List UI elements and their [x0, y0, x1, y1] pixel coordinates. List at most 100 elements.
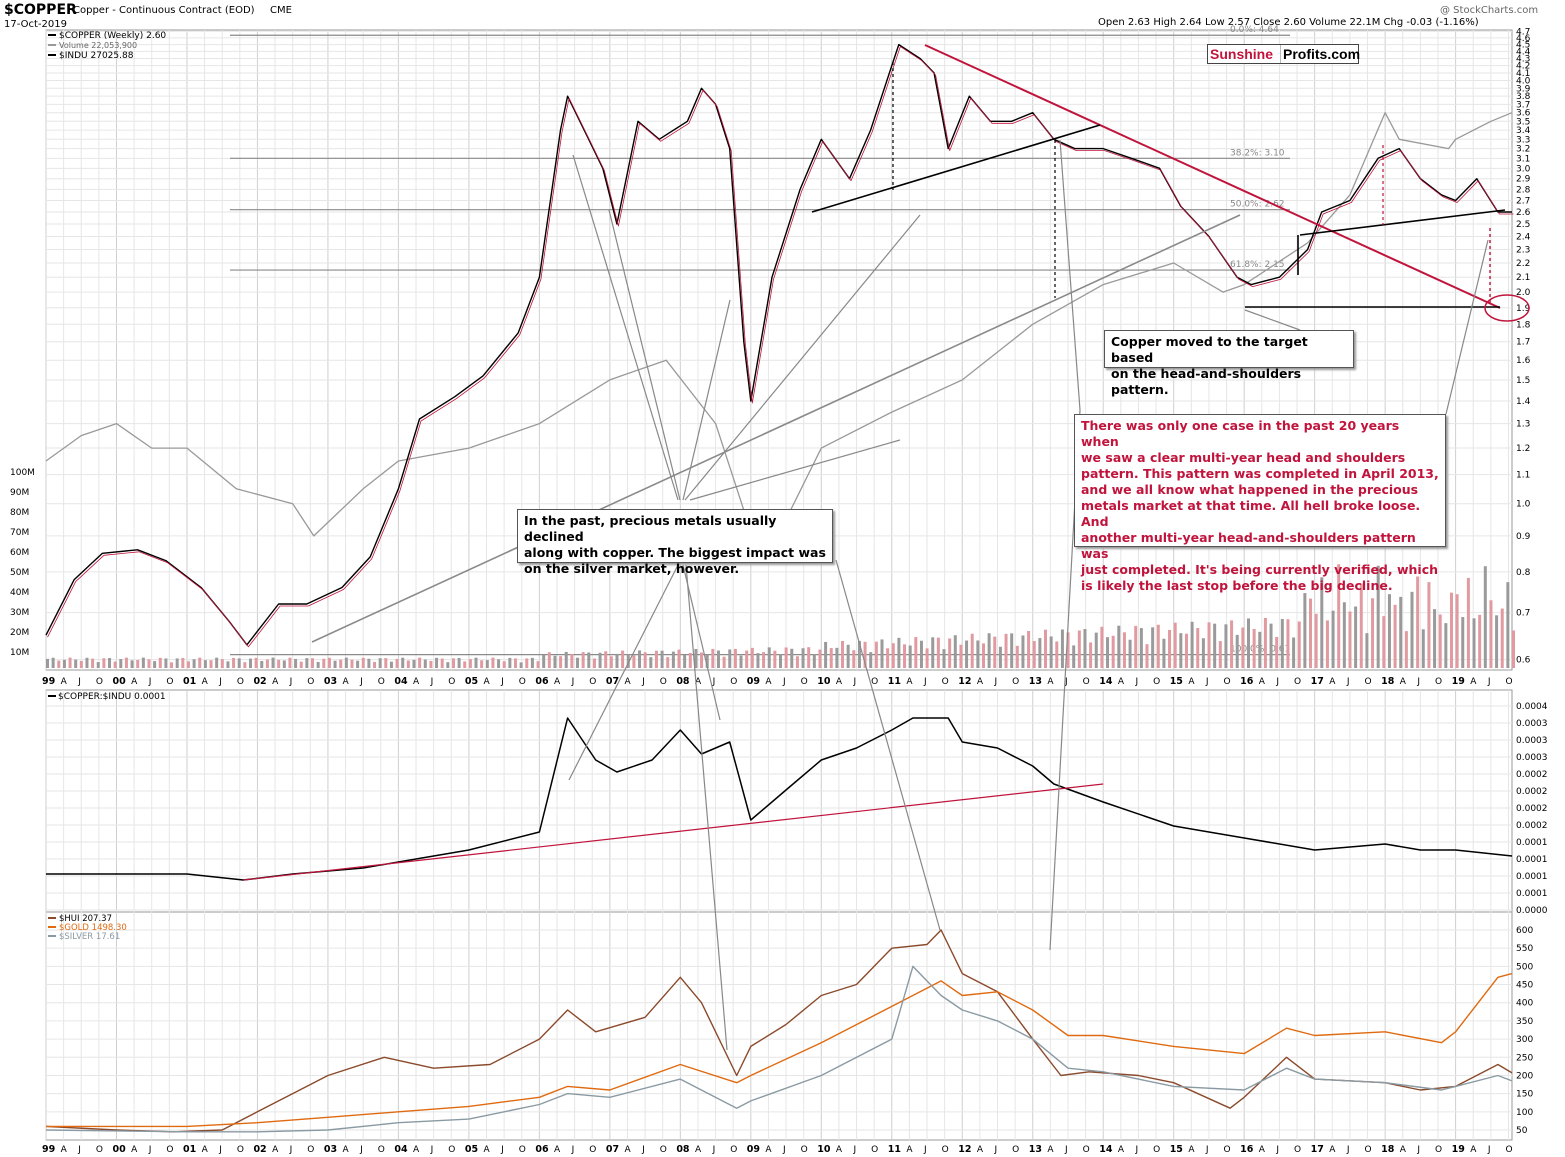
volume-bar — [474, 657, 478, 668]
volume-bar — [243, 662, 247, 668]
volume-bar — [1376, 565, 1380, 668]
y-tick-label: 1.6 — [1516, 356, 1531, 366]
volume-bar — [463, 661, 467, 668]
x-axis-top-month: A — [1188, 677, 1195, 687]
x-axis-top-year: 13 — [1029, 676, 1042, 687]
series-ratio-trendline — [243, 783, 1104, 881]
volume-bar — [716, 650, 720, 668]
x-axis-bottom-month: A — [1188, 1145, 1195, 1155]
volume-bar — [1111, 635, 1115, 668]
chart-symbol: $COPPER — [4, 2, 77, 18]
x-axis-top-month: O — [448, 677, 455, 687]
x-axis-top-year: 05 — [465, 676, 478, 687]
volume-bar — [316, 661, 320, 668]
volume-bar — [1275, 636, 1279, 668]
y-tick-label: 2.1 — [1516, 273, 1530, 283]
x-axis-bottom-month: A — [61, 1145, 68, 1155]
volume-bar — [1404, 631, 1408, 668]
y-tick-label: 3.6 — [1516, 109, 1531, 119]
y-tick-label: 1.3 — [1516, 420, 1530, 430]
volume-bar — [750, 647, 754, 668]
x-axis-top-year: 99 — [42, 676, 55, 687]
x-axis-top-month: A — [695, 677, 702, 687]
volume-bar — [829, 648, 833, 668]
volume-bar — [925, 648, 929, 668]
volume-bar — [959, 644, 963, 668]
volume-bar — [74, 659, 78, 668]
volume-bar — [801, 648, 805, 668]
volume-bar — [953, 635, 957, 668]
volume-bar — [57, 660, 61, 668]
ratio-tick-label: 0.0001 — [1516, 838, 1548, 848]
volume-bar — [891, 643, 895, 668]
volume-bar — [46, 658, 49, 668]
volume-bar — [181, 657, 185, 668]
x-axis-bottom-month: J — [1416, 1145, 1420, 1155]
ratio-tick-label: 0.0002 — [1516, 770, 1548, 780]
x-axis-top-month: O — [1435, 677, 1442, 687]
brand-part1: Sunshine — [1208, 45, 1282, 63]
volume-bar — [1258, 631, 1262, 668]
y-tick-label: 3.7 — [1516, 100, 1530, 110]
y-tick-label: 4.5 — [1516, 41, 1530, 51]
volume-bar — [170, 662, 174, 668]
volume-bar — [1410, 591, 1414, 668]
x-axis-bottom-month: O — [96, 1145, 103, 1155]
x-axis-bottom-month: J — [1275, 1145, 1279, 1155]
x-axis-top-month: O — [1083, 677, 1090, 687]
callout-line — [684, 214, 921, 501]
volume-bar — [880, 639, 884, 668]
volume-bar — [1201, 638, 1205, 668]
x-axis-top-year: 11 — [888, 676, 901, 687]
x-axis-top-month: O — [1294, 677, 1301, 687]
x-axis-top-month: O — [801, 677, 808, 687]
x-axis-top-month: J — [289, 677, 293, 687]
volume-bar — [1134, 625, 1138, 668]
y-tick-label: 0.6 — [1516, 656, 1531, 666]
volume-bar — [1106, 637, 1110, 668]
x-axis-bottom-month: J — [1064, 1145, 1068, 1155]
volume-bar — [654, 650, 658, 668]
x-axis-top-month: J — [782, 677, 786, 687]
x-axis-top-month: J — [641, 677, 645, 687]
x-axis-bottom-month: O — [1012, 1145, 1019, 1155]
y-tick-label: 4.7 — [1516, 27, 1530, 37]
volume-bar — [141, 657, 145, 668]
x-axis-bottom-month: O — [307, 1145, 314, 1155]
volume-bar — [835, 647, 839, 668]
x-axis-top-month: O — [871, 677, 878, 687]
volume-bar — [1354, 606, 1358, 668]
ratio-tick-label: 0.0002 — [1516, 804, 1548, 814]
x-axis-bottom-year: 18 — [1381, 1144, 1395, 1155]
x-axis-top-year: 19 — [1452, 676, 1465, 687]
x-axis-top-year: 15 — [1170, 676, 1183, 687]
x-axis-top-month: A — [977, 677, 984, 687]
y-tick-label: 1.7 — [1516, 338, 1530, 348]
y-tick-label: 3.9 — [1516, 84, 1531, 94]
volume-bar — [1100, 626, 1104, 668]
ratio-tick-label: 0.0001 — [1516, 855, 1548, 865]
x-axis-top-year: 03 — [324, 676, 337, 687]
volume-bar — [1083, 629, 1087, 668]
x-axis-top-month: J — [430, 677, 434, 687]
x-axis-bottom-month: O — [730, 1145, 737, 1155]
x-axis-top-month: O — [660, 677, 667, 687]
metals-legend-3: $SILVER 17.61 — [59, 932, 120, 942]
volume-bar — [739, 655, 743, 668]
volume-bar — [1449, 592, 1453, 668]
metals-tick-label: 500 — [1516, 962, 1533, 972]
x-axis-top-month: O — [589, 677, 596, 687]
x-axis-bottom-year: 19 — [1452, 1144, 1465, 1155]
x-axis-top-month: O — [1224, 677, 1231, 687]
x-axis-top-month: O — [307, 677, 314, 687]
volume-bar — [525, 658, 529, 668]
x-axis-top-month: J — [1487, 677, 1491, 687]
x-axis-bottom-month: A — [624, 1145, 631, 1155]
volume-bar — [1320, 577, 1324, 668]
volume-bar — [1230, 620, 1234, 668]
ratio-tick-label: 0.0003 — [1516, 753, 1548, 763]
volume-bar — [288, 657, 292, 668]
y-tick-label: 4.1 — [1516, 69, 1530, 79]
x-axis-top-month: O — [1153, 677, 1160, 687]
fib-label: 61.8%: 2.15 — [1230, 260, 1285, 270]
